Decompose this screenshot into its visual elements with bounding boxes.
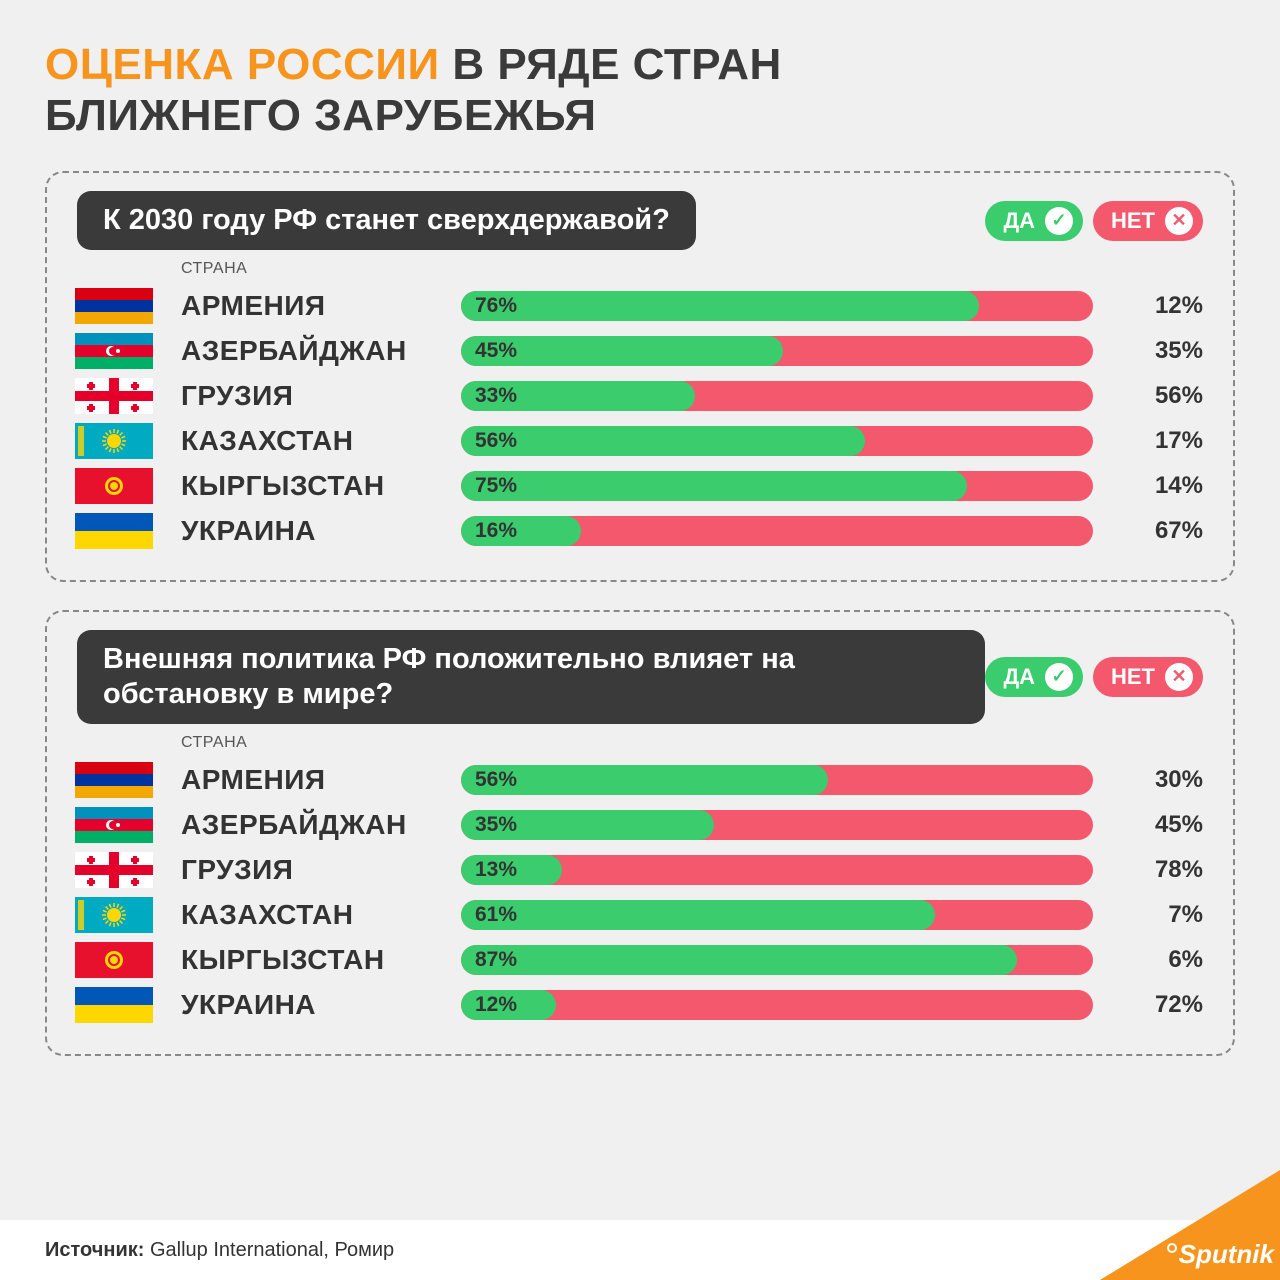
- bar-yes: [461, 471, 967, 501]
- data-row: АРМЕНИЯ 76% 12%: [47, 288, 1203, 324]
- bar-track: 33%: [461, 381, 1093, 411]
- data-row: КЫРГЫЗСТАН 75% 14%: [47, 468, 1203, 504]
- no-value: 30%: [1113, 766, 1203, 794]
- no-value: 14%: [1113, 472, 1203, 500]
- no-value: 17%: [1113, 427, 1203, 455]
- yes-value: 76%: [475, 294, 517, 318]
- bar-track: 45%: [461, 336, 1093, 366]
- bar-track: 76%: [461, 291, 1093, 321]
- cross-icon: ✕: [1165, 663, 1193, 691]
- flag-azerbaijan-icon: [75, 807, 153, 843]
- yes-value: 13%: [475, 858, 517, 882]
- flag-ukraine-icon: [75, 987, 153, 1023]
- bar-track: 35%: [461, 810, 1093, 840]
- legend-no: НЕТ✕: [1093, 657, 1203, 697]
- flag-kyrgyzstan-icon: [75, 942, 153, 978]
- no-value: 45%: [1113, 811, 1203, 839]
- bar-yes: [461, 291, 979, 321]
- source-label: Источник:: [45, 1239, 144, 1261]
- data-row: КАЗАХСТАН 56% 17%: [47, 423, 1203, 459]
- footer: Источник: Gallup International, Ромир: [0, 1220, 1280, 1280]
- country-name: ГРУЗИЯ: [181, 380, 461, 412]
- data-row: УКРАИНА 12% 72%: [47, 987, 1203, 1023]
- yes-value: 35%: [475, 813, 517, 837]
- data-row: АЗЕРБАЙДЖАН 35% 45%: [47, 807, 1203, 843]
- no-value: 56%: [1113, 382, 1203, 410]
- yes-value: 33%: [475, 384, 517, 408]
- bar-track: 12%: [461, 990, 1093, 1020]
- flag-georgia-icon: [75, 378, 153, 414]
- data-row: АЗЕРБАЙДЖАН 45% 35%: [47, 333, 1203, 369]
- country-name: КАЗАХСТАН: [181, 899, 461, 931]
- check-icon: ✓: [1045, 663, 1073, 691]
- legend-yes: ДА✓: [985, 657, 1083, 697]
- source-value: Gallup International, Ромир: [150, 1239, 394, 1261]
- bar-track: 56%: [461, 765, 1093, 795]
- country-name: КЫРГЫЗСТАН: [181, 944, 461, 976]
- bar-track: 61%: [461, 900, 1093, 930]
- column-header: СТРАНА: [181, 260, 1203, 278]
- data-row: ГРУЗИЯ 13% 78%: [47, 852, 1203, 888]
- flag-georgia-icon: [75, 852, 153, 888]
- country-name: АРМЕНИЯ: [181, 764, 461, 796]
- column-header: СТРАНА: [181, 734, 1203, 752]
- bar-track: 56%: [461, 426, 1093, 456]
- bar-yes: [461, 945, 1017, 975]
- no-value: 6%: [1113, 946, 1203, 974]
- yes-value: 16%: [475, 519, 517, 543]
- flag-armenia-icon: [75, 762, 153, 798]
- yes-value: 56%: [475, 429, 517, 453]
- question-text: Внешняя политика РФ положительно влияет …: [77, 630, 985, 724]
- logo-text: Sputnik: [1167, 1239, 1274, 1270]
- no-value: 35%: [1113, 337, 1203, 365]
- country-name: АЗЕРБАЙДЖАН: [181, 335, 461, 367]
- title-rest1: В РЯДЕ СТРАН: [440, 40, 782, 89]
- page-title: ОЦЕНКА РОССИИ В РЯДЕ СТРАН БЛИЖНЕГО ЗАРУ…: [45, 40, 1235, 141]
- bar-yes: [461, 426, 865, 456]
- cross-icon: ✕: [1165, 207, 1193, 235]
- country-name: КЫРГЫЗСТАН: [181, 470, 461, 502]
- bar-track: 16%: [461, 516, 1093, 546]
- bar-track: 75%: [461, 471, 1093, 501]
- question-text: К 2030 году РФ станет сверхдержавой?: [77, 191, 696, 250]
- check-icon: ✓: [1045, 207, 1073, 235]
- country-name: ГРУЗИЯ: [181, 854, 461, 886]
- data-row: УКРАИНА 16% 67%: [47, 513, 1203, 549]
- country-name: АРМЕНИЯ: [181, 290, 461, 322]
- flag-azerbaijan-icon: [75, 333, 153, 369]
- yes-value: 45%: [475, 339, 517, 363]
- legend-no: НЕТ✕: [1093, 201, 1203, 241]
- no-value: 12%: [1113, 292, 1203, 320]
- no-value: 78%: [1113, 856, 1203, 884]
- country-name: УКРАИНА: [181, 515, 461, 547]
- yes-value: 75%: [475, 474, 517, 498]
- legend-yes: ДА✓: [985, 201, 1083, 241]
- flag-kazakhstan-icon: [75, 423, 153, 459]
- data-row: КЫРГЫЗСТАН 87% 6%: [47, 942, 1203, 978]
- no-value: 72%: [1113, 991, 1203, 1019]
- flag-kyrgyzstan-icon: [75, 468, 153, 504]
- flag-armenia-icon: [75, 288, 153, 324]
- title-highlight: ОЦЕНКА РОССИИ: [45, 40, 440, 89]
- country-name: КАЗАХСТАН: [181, 425, 461, 457]
- bar-yes: [461, 900, 935, 930]
- data-row: КАЗАХСТАН 61% 7%: [47, 897, 1203, 933]
- yes-value: 87%: [475, 948, 517, 972]
- title-rest2: БЛИЖНЕГО ЗАРУБЕЖЬЯ: [45, 91, 597, 140]
- flag-ukraine-icon: [75, 513, 153, 549]
- bar-track: 13%: [461, 855, 1093, 885]
- yes-value: 61%: [475, 903, 517, 927]
- panel-0: К 2030 году РФ станет сверхдержавой? ДА✓…: [45, 171, 1235, 582]
- panel-1: Внешняя политика РФ положительно влияет …: [45, 610, 1235, 1056]
- country-name: УКРАИНА: [181, 989, 461, 1021]
- no-value: 67%: [1113, 517, 1203, 545]
- yes-value: 56%: [475, 768, 517, 792]
- bar-track: 87%: [461, 945, 1093, 975]
- data-row: АРМЕНИЯ 56% 30%: [47, 762, 1203, 798]
- yes-value: 12%: [475, 993, 517, 1017]
- data-row: ГРУЗИЯ 33% 56%: [47, 378, 1203, 414]
- no-value: 7%: [1113, 901, 1203, 929]
- flag-kazakhstan-icon: [75, 897, 153, 933]
- country-name: АЗЕРБАЙДЖАН: [181, 809, 461, 841]
